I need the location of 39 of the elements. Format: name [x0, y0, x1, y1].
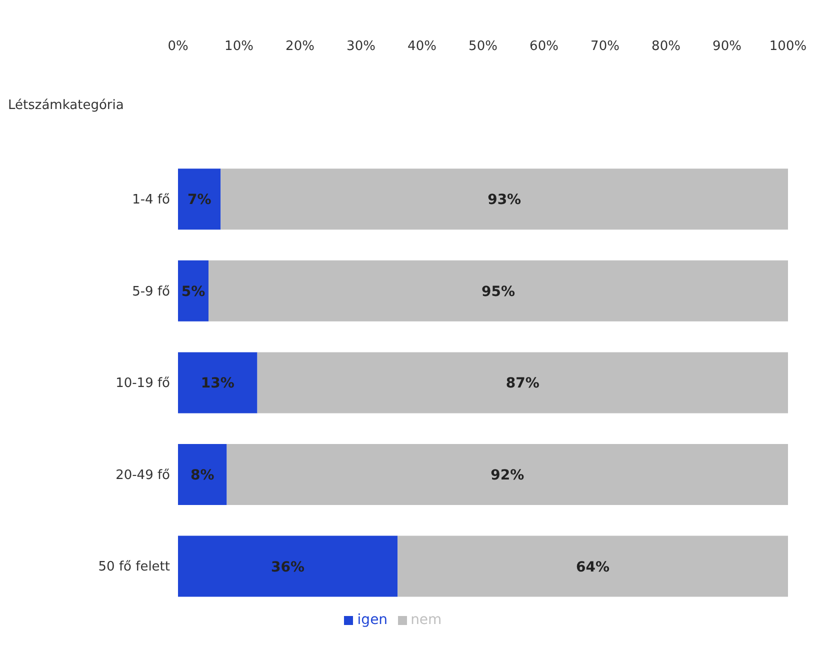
data-label: 8%: [190, 468, 214, 484]
x-tick-label: 70%: [590, 39, 620, 54]
data-label: 95%: [481, 284, 516, 300]
x-tick-label: 50%: [468, 39, 498, 54]
data-label: 36%: [271, 559, 305, 576]
x-tick-label: 80%: [652, 39, 680, 54]
legend-label: nem: [410, 612, 442, 628]
y-tick-label: 50 fő felett: [98, 560, 170, 575]
bar: [178, 260, 208, 322]
x-tick-label: 0%: [168, 39, 188, 54]
y-tick-label: 20-49 fő: [116, 468, 170, 483]
x-tick-label: 30%: [346, 39, 376, 54]
data-label: 64%: [576, 559, 610, 576]
data-label: 13%: [200, 376, 234, 392]
legend-label: igen: [357, 612, 388, 628]
bar: [178, 444, 227, 506]
x-tick-label: 10%: [224, 39, 254, 54]
bar: [208, 260, 788, 322]
bar: [257, 352, 788, 414]
data-label: 87%: [506, 376, 540, 392]
data-label: 93%: [488, 192, 522, 208]
bar: [398, 536, 788, 597]
bar: [226, 444, 788, 506]
x-tick-label: 90%: [712, 39, 742, 54]
y-axis-title: Létszámkategória: [8, 98, 124, 113]
x-tick-label: 20%: [286, 39, 314, 54]
bar: [178, 536, 398, 597]
x-tick-label: 100%: [769, 39, 807, 54]
y-tick-label: 1-4 fő: [132, 192, 170, 208]
bar: [220, 168, 788, 230]
data-label: 5%: [181, 284, 206, 300]
y-tick-label: 5-9 fő: [132, 284, 170, 300]
x-tick-label: 40%: [408, 39, 436, 54]
data-label: 7%: [187, 192, 212, 208]
x-tick-label: 60%: [530, 39, 558, 54]
data-label: 92%: [490, 468, 524, 484]
y-tick-label: 10-19 fő: [116, 376, 170, 392]
bar: [178, 352, 258, 414]
bar: [178, 168, 221, 230]
